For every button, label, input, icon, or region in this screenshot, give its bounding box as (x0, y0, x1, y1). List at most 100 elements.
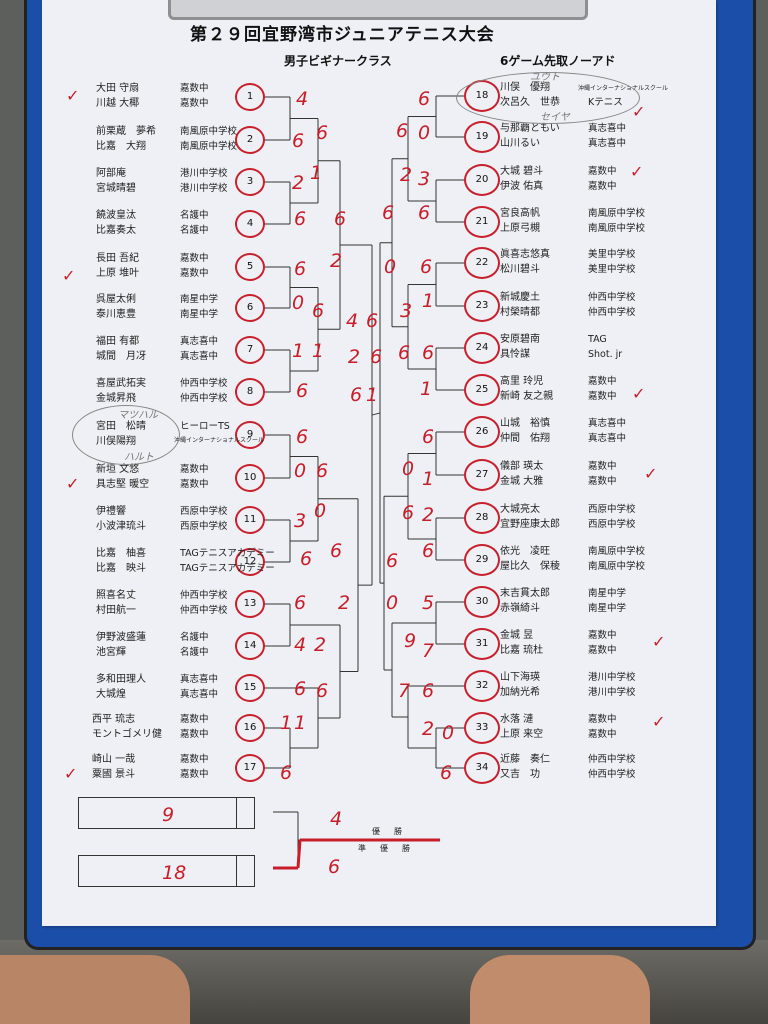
seed-number: 34 (464, 752, 500, 784)
seed-number: 22 (464, 247, 500, 279)
handwritten-score: 6 (422, 540, 435, 562)
check-mark-icon: ✓ (66, 474, 80, 493)
school-name: 名護中 (180, 225, 209, 236)
handwritten-score: 2 (292, 172, 305, 194)
school-name: 仲西中学校 (180, 393, 228, 404)
school-name: 嘉数中 (588, 391, 617, 402)
final-slot-bottom-seed: 18 (162, 862, 187, 884)
seed-number: 27 (464, 459, 500, 491)
school-name: 嘉数中 (180, 464, 209, 475)
player-name: 儀部 瑛太 (500, 461, 544, 472)
player-name: 比嘉 映斗 (96, 563, 146, 574)
seed-number: 1 (235, 83, 265, 111)
player-name: 新城慶土 (500, 292, 540, 303)
player-name: 又吉 功 (500, 769, 540, 780)
school-name: 南風原中学校 (588, 208, 646, 219)
seed-number: 29 (464, 544, 500, 576)
school-name: 嘉数中 (180, 479, 209, 490)
handwritten-score: 9 (404, 630, 417, 652)
school-name: 仲西中学校 (588, 754, 636, 765)
school-name: 名護中 (180, 632, 209, 643)
school-name: 西原中学校 (588, 504, 636, 515)
school-name: TAGテニスアカデミー (180, 563, 275, 574)
player-name: 村榮晴都 (500, 307, 540, 318)
seed-number: 14 (235, 632, 265, 660)
player-name: 金城 大雅 (500, 476, 544, 487)
player-name: 前栗蔵 夢希 (96, 126, 156, 137)
seed-number: 32 (464, 670, 500, 702)
player-name: 大城煌 (96, 689, 126, 700)
handwritten-score: 6 (294, 208, 307, 230)
player-name: 比嘉 琉杜 (500, 645, 544, 656)
school-name: 真志喜中 (588, 433, 627, 444)
seed-number: 25 (464, 374, 500, 406)
handwritten-score: 6 (294, 678, 307, 700)
school-name: 真志喜中 (588, 138, 627, 149)
pencil-note: セイヤ (540, 112, 570, 123)
handwritten-score: 1 (280, 712, 293, 734)
handwritten-score: 6 (418, 88, 431, 110)
seed-number: 2 (235, 126, 265, 154)
handwritten-score: 6 (296, 426, 309, 448)
handwritten-score: 2 (330, 250, 343, 272)
player-name: 阿部庵 (96, 168, 126, 179)
handwritten-score: 6 (294, 592, 307, 614)
player-name: 末吉貫太郎 (500, 588, 550, 599)
seed-number: 10 (235, 464, 265, 492)
check-mark-icon: ✓ (652, 632, 666, 651)
final-slot-top-seed: 9 (162, 804, 175, 826)
handwritten-score: 7 (422, 640, 435, 662)
player-name: 村田航一 (96, 605, 136, 616)
clipboard-clip (168, 0, 588, 20)
player-name: 依光 凌旺 (500, 546, 550, 557)
school-name: 港川中学校 (588, 672, 636, 683)
player-name: 西平 琉志 (92, 714, 136, 725)
handwritten-score: 6 (294, 258, 307, 280)
handwritten-score: 6 (370, 346, 383, 368)
handwritten-score: 2 (338, 592, 351, 614)
handwritten-score: 6 (300, 548, 313, 570)
seed-number: 30 (464, 586, 500, 618)
player-name: 高里 玲児 (500, 376, 544, 387)
player-name: 池宮輝 (96, 647, 126, 658)
school-name: 嘉数中 (180, 268, 209, 279)
handwritten-score: 6 (418, 202, 431, 224)
seed-number: 19 (464, 121, 500, 153)
player-name: 上原弓槻 (500, 223, 540, 234)
tournament-title: 第２９回宜野湾市ジュニアテニス大会 (190, 25, 495, 45)
player-name: 多和田理人 (96, 674, 146, 685)
school-name: 南風原中学校 (588, 223, 646, 234)
final-slot-top (78, 797, 255, 829)
player-name: 山川るい (500, 138, 540, 149)
player-name: 喜屋武拓実 (96, 378, 146, 389)
handwritten-score: 6 (382, 202, 395, 224)
check-mark-icon: ✓ (62, 266, 76, 285)
check-mark-icon: ✓ (632, 384, 646, 403)
school-name: TAG (588, 334, 607, 345)
handwritten-score: 6 (334, 208, 347, 230)
player-name: 安原碧南 (500, 334, 540, 345)
handwritten-score: 6 (316, 680, 329, 702)
player-name: 小波津琉斗 (96, 521, 146, 532)
player-name: 城間 月冴 (96, 351, 146, 362)
seed-number: 7 (235, 336, 265, 364)
class-name: 男子ビギナークラス (284, 54, 392, 68)
handwritten-score: 0 (384, 256, 397, 278)
school-name: 南星中学 (588, 603, 627, 614)
handwritten-score: 6 (280, 762, 293, 784)
player-name: 比嘉 柚喜 (96, 548, 146, 559)
school-name: 嘉数中 (588, 645, 617, 656)
school-name: 嘉数中 (588, 461, 617, 472)
handwritten-score: 6 (402, 502, 415, 524)
player-name: 具怜謀 (500, 349, 530, 360)
school-name: 南風原中学校 (180, 126, 238, 137)
player-name: モントゴメリ健 (92, 729, 162, 740)
school-name: 西原中学校 (180, 506, 228, 517)
handwritten-score: 6 (312, 300, 325, 322)
handwritten-score: 3 (294, 510, 307, 532)
seed-number: 33 (464, 712, 500, 744)
player-name: 金城昇飛 (96, 393, 136, 404)
check-mark-icon: ✓ (644, 464, 658, 483)
seed-number: 5 (235, 253, 265, 281)
